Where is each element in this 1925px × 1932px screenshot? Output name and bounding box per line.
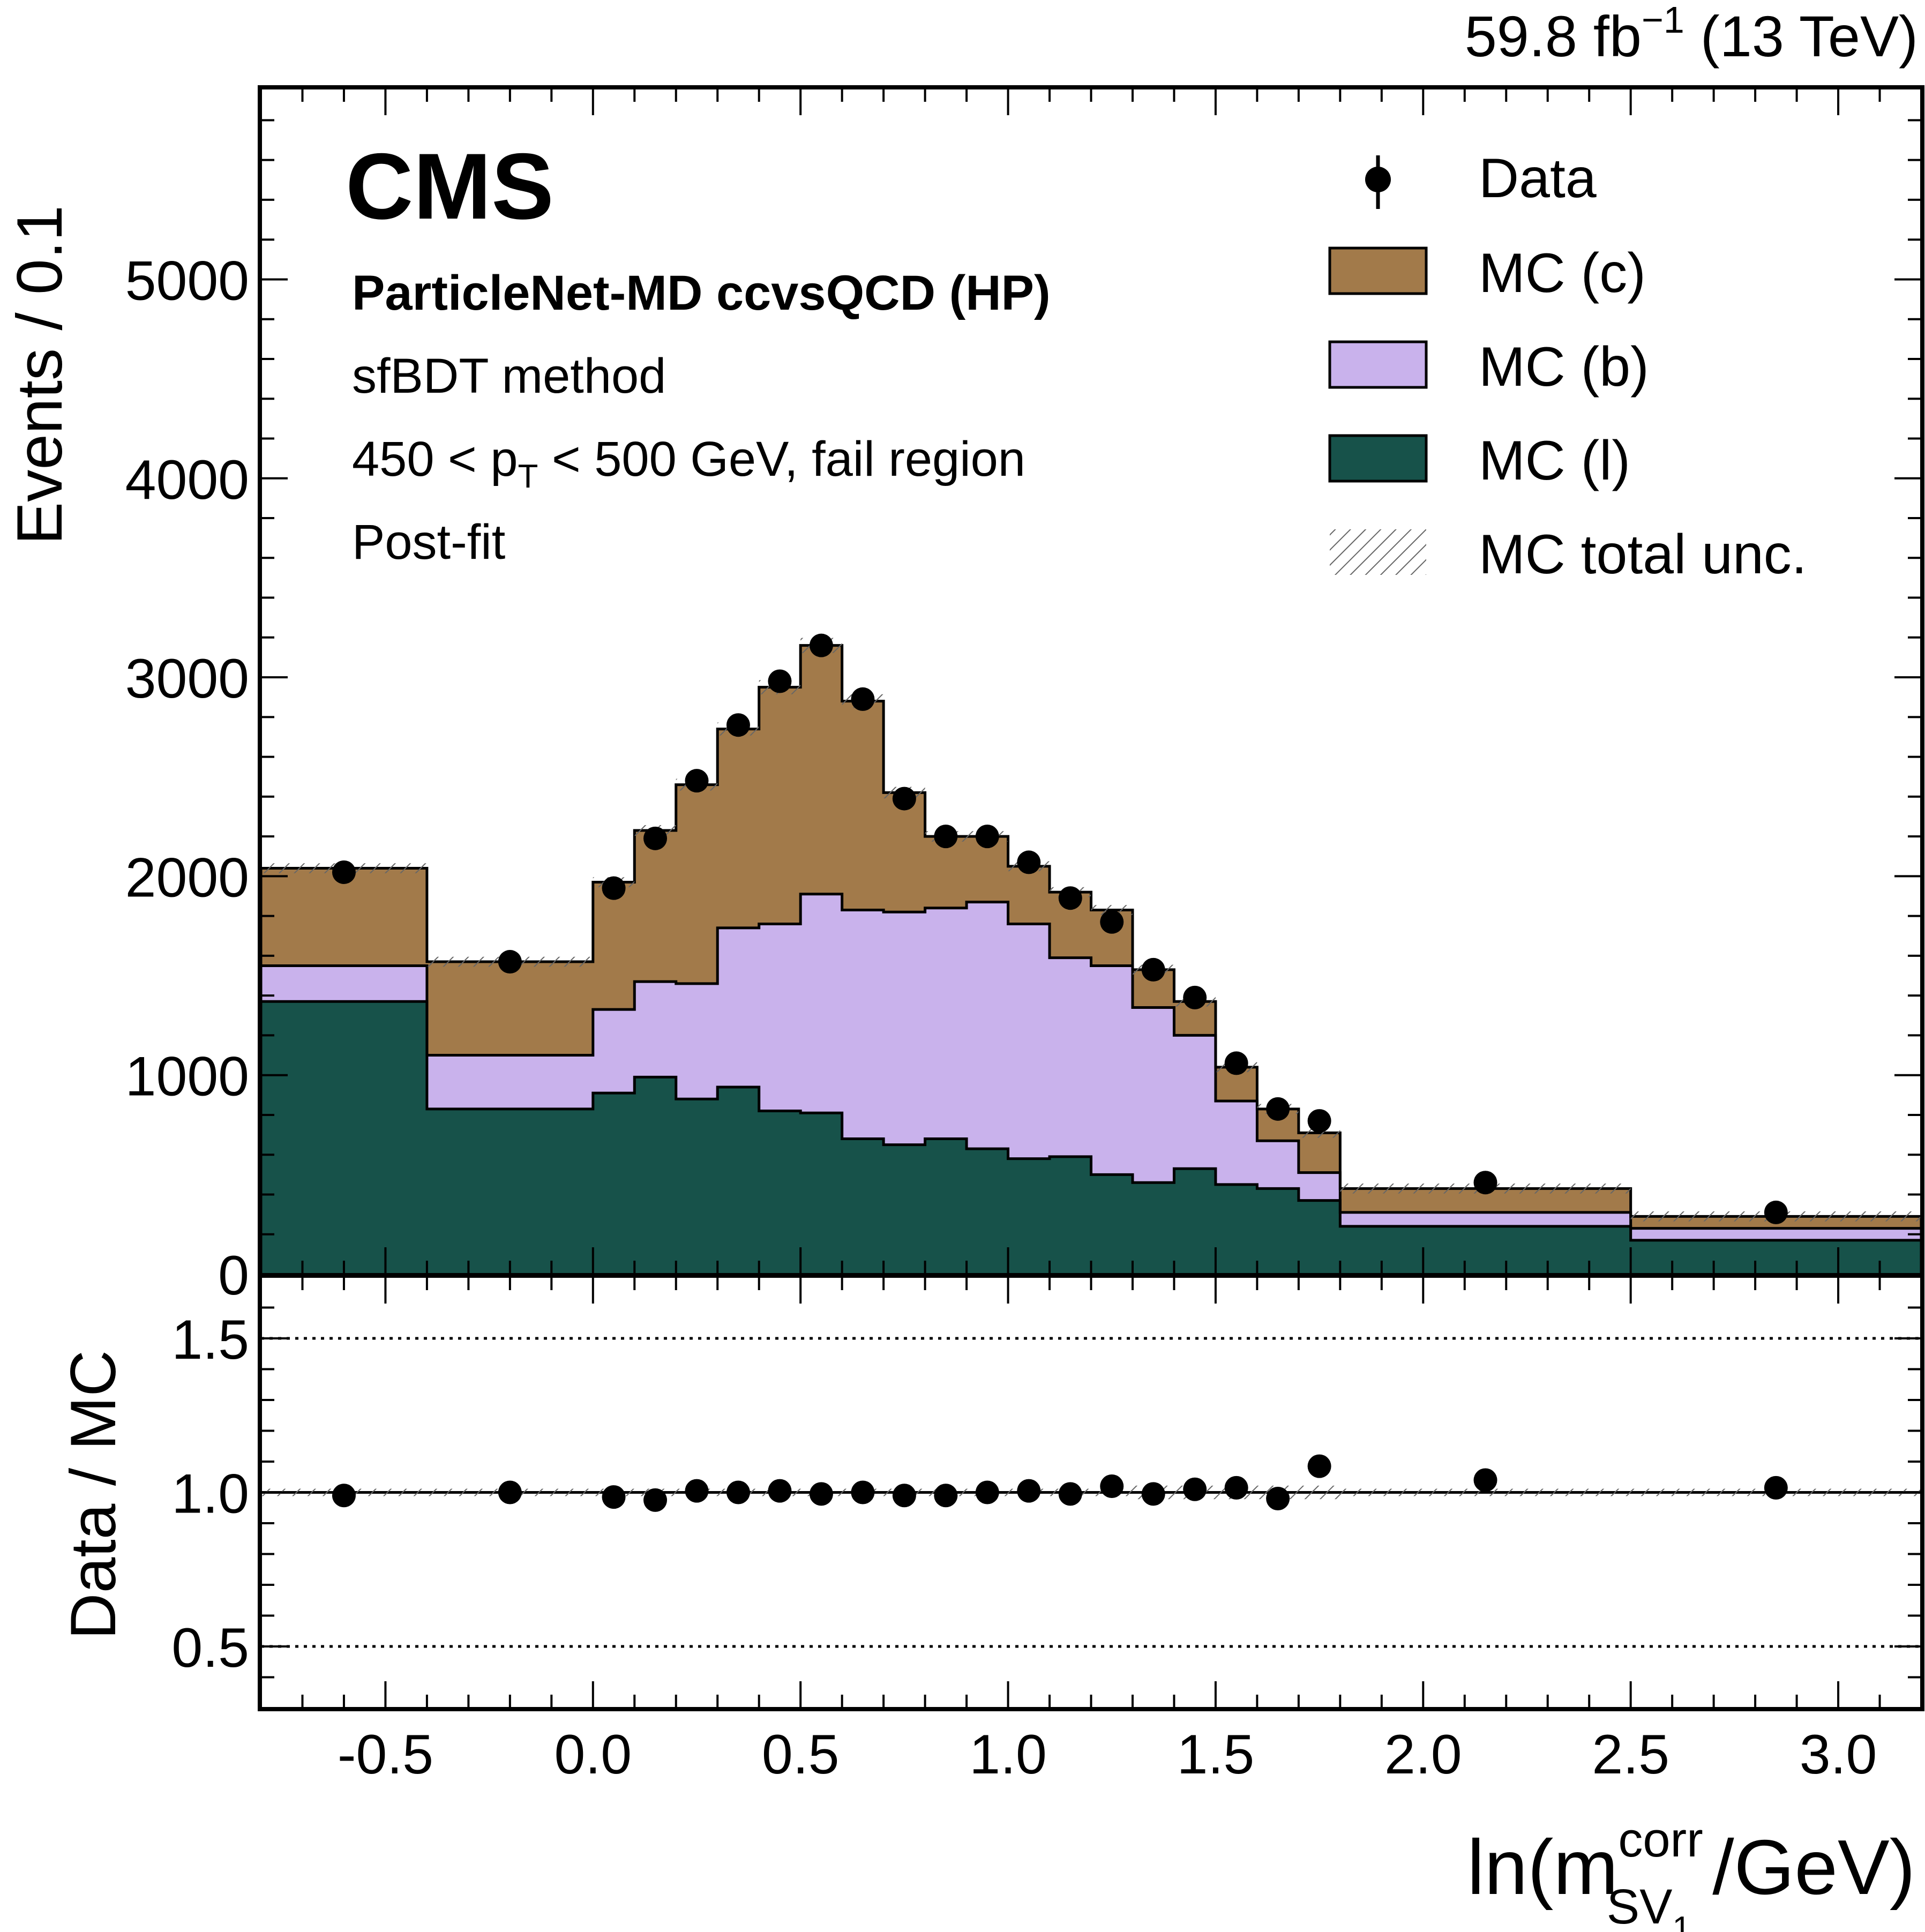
svg-text:MC (c): MC (c)	[1479, 242, 1646, 304]
x-tick-label: 2.0	[1384, 1724, 1462, 1786]
data-point	[975, 825, 999, 849]
ratio-point	[1141, 1482, 1165, 1506]
ratio-point	[332, 1484, 356, 1508]
svg-text:Data: Data	[1479, 147, 1597, 209]
ratio-point	[934, 1484, 958, 1508]
data-point	[892, 787, 916, 811]
stack-fill-1	[261, 894, 1921, 1240]
data-point	[1224, 1051, 1248, 1075]
ratio-point	[1017, 1479, 1041, 1503]
ratio-point	[1473, 1468, 1497, 1492]
data-point	[1058, 886, 1082, 910]
fit-label: Post-fit	[352, 515, 505, 570]
legend: Data MC (c) MC (b) MC (l) MC total unc.	[1328, 147, 1807, 586]
data-point	[1183, 985, 1207, 1009]
stack-outline-1	[261, 893, 1921, 1274]
ratio-point	[975, 1480, 999, 1504]
data-point	[1266, 1097, 1290, 1121]
svg-text:MC (l): MC (l)	[1479, 430, 1630, 492]
unc-bin	[1091, 905, 1133, 915]
svg-text:MC (b): MC (b)	[1479, 336, 1649, 398]
data-point	[768, 669, 792, 693]
data-point	[1017, 850, 1041, 874]
data-point	[934, 825, 958, 849]
data-point	[1473, 1171, 1497, 1195]
ratio-point	[726, 1480, 750, 1504]
tagger-label: ParticleNet-MD ccvsQCD (HP)	[352, 266, 1051, 320]
x-tick-label: 3.0	[1800, 1724, 1877, 1786]
x-tick-label: 1.0	[969, 1724, 1047, 1786]
x-tick-label: -0.5	[338, 1724, 433, 1786]
y-axis-label: Events / 0.1	[4, 205, 76, 545]
x-tick-label: 2.5	[1592, 1724, 1669, 1786]
data-point	[1764, 1200, 1788, 1224]
axis-ticks	[260, 88, 1922, 1709]
unc-bin	[1298, 1128, 1340, 1138]
data-point	[332, 860, 356, 884]
ratio-point	[685, 1479, 709, 1503]
legend-item-mc-unc: MC total unc.	[1330, 523, 1807, 586]
data-point	[602, 876, 626, 900]
ratio-points	[332, 1454, 1788, 1512]
data-point	[498, 950, 522, 974]
y-tick-label: 3000	[125, 648, 249, 710]
ratio-point	[1058, 1482, 1082, 1506]
x-tick-label: 0.0	[555, 1724, 632, 1786]
ratio-y-tick-label: 1.5	[171, 1309, 249, 1371]
y-tick-label: 1000	[125, 1046, 249, 1108]
data-point	[685, 769, 709, 793]
legend-item-data: Data	[1365, 147, 1597, 209]
stack-fill-0	[261, 1001, 1921, 1274]
y-tick-label: 4000	[125, 449, 249, 511]
ratio-point	[809, 1482, 833, 1506]
ratio-point	[498, 1480, 522, 1504]
data-point	[1307, 1109, 1331, 1133]
ratio-point	[892, 1484, 916, 1508]
ratio-point	[1183, 1477, 1207, 1501]
lumi-label: 59.8 fb−1 (13 TeV)	[1465, 0, 1918, 69]
x-tick-label: 0.5	[762, 1724, 840, 1786]
region-label: 450 < pT < 500 GeV, fail region	[352, 432, 1025, 495]
method-label: sfBDT method	[352, 349, 666, 403]
ratio-point	[602, 1485, 626, 1509]
ratio-point	[1266, 1487, 1290, 1510]
y-tick-label: 0	[218, 1245, 249, 1307]
ratio-unc-bin	[1298, 1485, 1340, 1500]
x-tick-label: 1.5	[1177, 1724, 1255, 1786]
data-point	[851, 687, 875, 711]
data-point	[726, 713, 750, 737]
x-axis-label: ln(mcorr SV1 /GeV)	[1467, 1813, 1915, 1932]
data-point	[643, 826, 668, 850]
legend-item-mc-b: MC (b)	[1328, 336, 1649, 398]
cms-label: CMS	[346, 134, 554, 239]
stack-outline-0	[261, 1000, 1921, 1274]
ratio-point	[1224, 1476, 1248, 1500]
ratio-y-tick-label: 0.5	[171, 1617, 249, 1679]
ratio-unc-bin	[1340, 1488, 1631, 1496]
ratio-point	[643, 1488, 668, 1512]
ratio-point	[768, 1479, 792, 1503]
ratio-point	[1100, 1474, 1124, 1498]
svg-text:MC total unc.: MC total unc.	[1479, 523, 1807, 586]
ratio-plot-frame	[258, 1274, 1924, 1711]
ratio-point	[1307, 1454, 1331, 1478]
legend-item-mc-l: MC (l)	[1328, 430, 1630, 492]
data-point	[1141, 957, 1165, 982]
ratio-y-tick-label: 1.0	[171, 1463, 249, 1525]
ratio-point	[851, 1480, 875, 1504]
y-tick-label: 2000	[125, 847, 249, 909]
data-point	[809, 633, 833, 657]
legend-item-mc-c: MC (c)	[1328, 242, 1646, 304]
y-tick-label: 5000	[125, 250, 249, 312]
data-point	[1100, 910, 1124, 934]
axis-tick-labels: -0.5 0.0 0.5 1.0 1.5 2.0 2.5 3.0 0 1000 2000 3000 40…	[125, 250, 1877, 1786]
ratio-point	[1764, 1476, 1788, 1500]
data-points	[332, 633, 1788, 1224]
ratio-y-axis-label: Data / MC	[57, 1350, 129, 1639]
